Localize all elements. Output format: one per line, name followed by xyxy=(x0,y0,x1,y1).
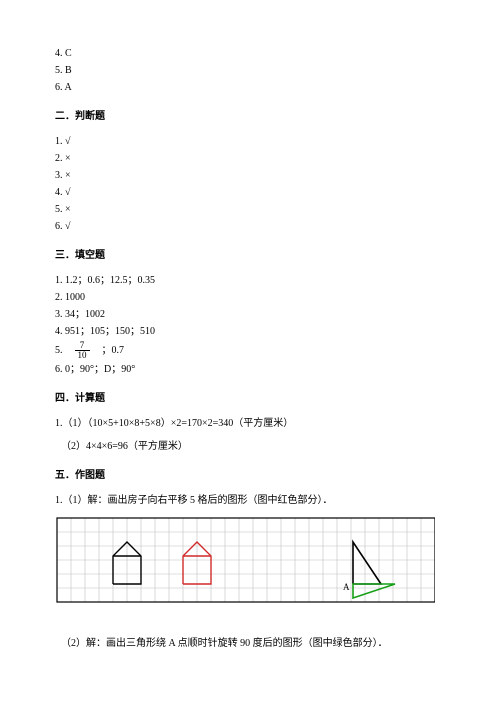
fraction: 710 xyxy=(75,341,90,360)
section-fill-title: 三．填空题 xyxy=(55,248,445,263)
calc-item: （2）4×4×6=96（平方厘米） xyxy=(61,439,445,454)
judgement-item: 2. × xyxy=(55,151,445,166)
judgement-item: 4. √ xyxy=(55,185,445,200)
fill-item: 3. 34；1002 xyxy=(55,307,445,322)
judgement-item: 3. × xyxy=(55,168,445,183)
svg-text:A: A xyxy=(343,582,350,592)
fill-item-prefix: 5. xyxy=(55,345,73,356)
fill-item-suffix: ；0.7 xyxy=(92,345,125,356)
answer-line: 6. A xyxy=(55,80,445,95)
judgement-item: 5. × xyxy=(55,202,445,217)
draw-item: 1.（1）解：画出房子向右平移 5 格后的图形（图中红色部分）． xyxy=(55,493,445,508)
fraction-denominator: 10 xyxy=(75,351,90,360)
judgement-item: 1. √ xyxy=(55,134,445,149)
calc-item: 1.（1）（10×5+10×8+5×8）×2=170×2=340（平方厘米） xyxy=(55,416,445,431)
fill-item: 1. 1.2；0.6；12.5；0.35 xyxy=(55,273,445,288)
judgement-item: 6. √ xyxy=(55,219,445,234)
answer-line: 5. B xyxy=(55,63,445,78)
section-draw-title: 五．作图题 xyxy=(55,468,445,483)
section-judgement-title: 二．判断题 xyxy=(55,109,445,124)
answer-line: 4. C xyxy=(55,46,445,61)
draw-item: （2）解：画出三角形绕 A 点顺时针旋转 90 度后的图形（图中绿色部分）． xyxy=(61,636,445,651)
grid-figure: A xyxy=(55,514,445,610)
fill-item: 4. 951；105；150；510 xyxy=(55,324,445,339)
fill-item: 5. 710 ；0.7 xyxy=(55,341,445,360)
fill-item: 2. 1000 xyxy=(55,290,445,305)
section-calc-title: 四．计算题 xyxy=(55,391,445,406)
fill-item: 6. 0；90°；D；90° xyxy=(55,362,445,377)
